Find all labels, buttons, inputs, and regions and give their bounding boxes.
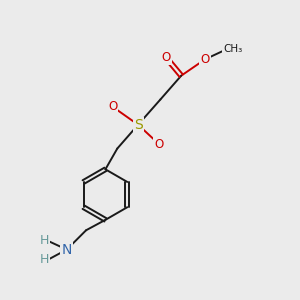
Text: CH₃: CH₃ bbox=[223, 44, 242, 54]
Text: H: H bbox=[40, 254, 49, 266]
Text: O: O bbox=[162, 51, 171, 64]
Text: O: O bbox=[154, 138, 164, 151]
Text: N: N bbox=[61, 243, 72, 256]
Text: H: H bbox=[40, 234, 49, 247]
Text: S: S bbox=[134, 118, 142, 132]
Text: O: O bbox=[108, 100, 118, 113]
Text: O: O bbox=[200, 53, 210, 66]
